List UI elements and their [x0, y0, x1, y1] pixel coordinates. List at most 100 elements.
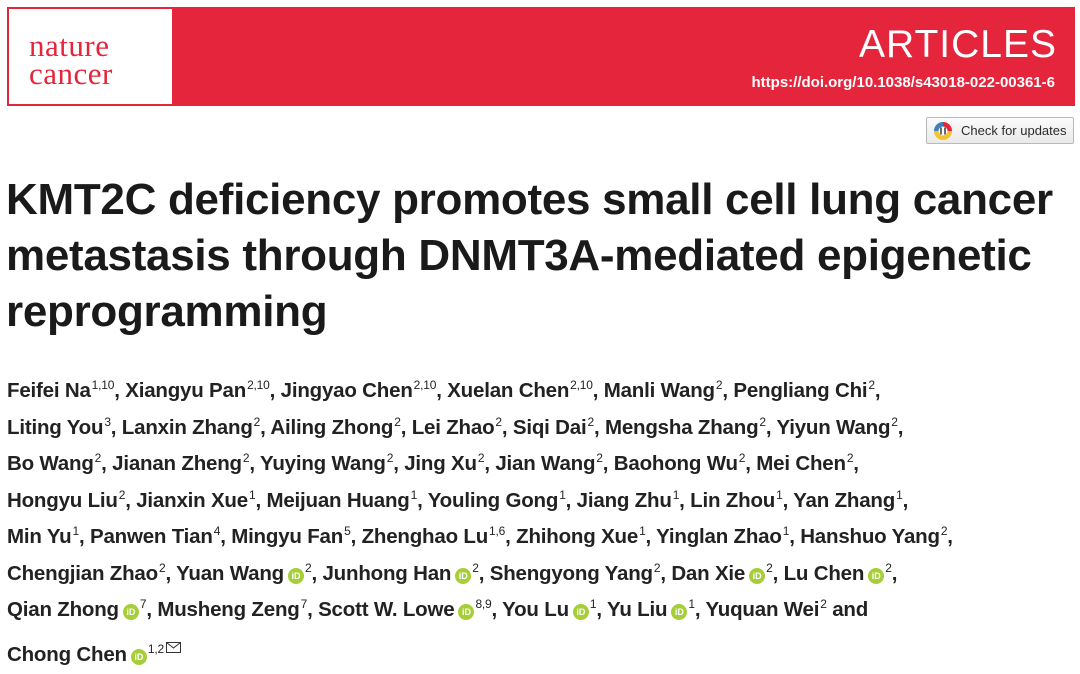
affiliation-marker: 2	[846, 451, 854, 465]
author-name: Mei Chen	[756, 452, 846, 475]
author[interactable]: Lanxin Zhang2	[121, 414, 261, 439]
author-separator: ,	[765, 415, 777, 439]
affiliation-marker: 1	[672, 487, 680, 502]
author[interactable]: Yuquan Wei2	[705, 597, 827, 621]
orcid-icon[interactable]: iD	[572, 604, 589, 620]
author[interactable]: Zhihong Xue1	[516, 524, 646, 548]
orcid-icon[interactable]: iD	[749, 567, 766, 584]
author[interactable]: Shengyong Yang2	[490, 560, 661, 585]
author-name: Baohong Wu	[613, 452, 738, 475]
doi-link[interactable]: https://doi.org/10.1038/s43018-022-00361…	[751, 74, 1056, 91]
author-separator: ,	[722, 379, 734, 402]
author[interactable]: Jingyao Chen2,10	[280, 378, 437, 402]
author[interactable]: Liting You3	[7, 415, 111, 439]
author[interactable]: Chengjian Zhao2	[7, 560, 166, 585]
affiliation-marker: 1	[776, 487, 783, 502]
author[interactable]: Baohong Wu2	[613, 451, 746, 475]
author-separator: ,	[249, 452, 260, 475]
author-name: Xiangyu Pan	[125, 379, 247, 402]
author-name: Qian Zhong	[7, 598, 119, 621]
affiliation-marker: 2	[386, 451, 394, 465]
author[interactable]: Hongyu Liu2	[7, 488, 125, 512]
author-separator: ,	[593, 415, 605, 439]
author[interactable]: Jianxin Xue1	[136, 488, 255, 512]
author[interactable]: Youling Gong1	[427, 487, 566, 512]
author-separator: ,	[269, 379, 281, 402]
journal-logo[interactable]: nature cancer	[7, 7, 174, 106]
author[interactable]: Yinglan Zhao1	[656, 524, 789, 548]
author[interactable]: Mei Chen2	[756, 451, 854, 475]
author[interactable]: Dan Xie iD2	[671, 561, 772, 585]
author[interactable]: Musheng Zeng7	[157, 597, 307, 621]
author-separator: ,	[436, 379, 448, 402]
author[interactable]: Scott W. Lowe iD8,9	[318, 597, 492, 621]
author[interactable]: Yuying Wang2	[260, 451, 394, 475]
author[interactable]: Panwen Tian4	[90, 524, 220, 548]
author-name: Lanxin Zhang	[121, 415, 253, 439]
author[interactable]: Bo Wang2	[7, 451, 101, 475]
author[interactable]: Lei Zhao2	[411, 415, 502, 439]
orcid-icon[interactable]: iD	[458, 604, 475, 620]
author[interactable]: Yu Liu iD1	[607, 597, 695, 621]
affiliation-marker: 2	[158, 560, 166, 575]
orcid-icon[interactable]: iD	[671, 604, 688, 620]
author[interactable]: Zhenghao Lu1,6	[362, 524, 506, 548]
author-separator: ,	[596, 598, 608, 621]
author-separator: ,	[491, 598, 503, 621]
author[interactable]: Qian Zhong iD7	[7, 597, 147, 621]
affiliation-marker: 2	[868, 378, 875, 392]
author-name: Lin Zhou	[690, 488, 776, 512]
author[interactable]: Pengliang Chi2	[733, 378, 875, 402]
affiliation-marker: 1	[559, 487, 566, 502]
orcid-icon[interactable]: iD	[130, 648, 147, 665]
author[interactable]: Lu Chen iD2	[784, 561, 892, 585]
author[interactable]: Siqi Dai2	[513, 415, 594, 439]
author-name: Yuan Wang	[176, 561, 284, 585]
author[interactable]: Yan Zhang1	[793, 488, 903, 512]
author[interactable]: Ailing Zhong2	[270, 415, 401, 439]
affiliation-marker: 1	[589, 597, 597, 611]
orcid-icon[interactable]: iD	[287, 567, 304, 584]
affiliation-marker: 2	[653, 560, 661, 575]
email-icon[interactable]	[165, 630, 181, 665]
author[interactable]: Mingyu Fan5	[231, 524, 351, 548]
author-separator: ,	[874, 379, 881, 402]
author[interactable]: Jianan Zheng2	[112, 451, 249, 475]
author[interactable]: Xuelan Chen2,10	[447, 378, 593, 402]
author[interactable]: You Lu iD1	[502, 597, 597, 621]
author[interactable]: Chong Chen iD1,2	[7, 641, 181, 666]
author-separator: ,	[146, 598, 158, 621]
author[interactable]: Xiangyu Pan2,10	[125, 378, 270, 402]
author[interactable]: Yuan Wang iD2	[176, 561, 312, 585]
author[interactable]: Jing Xu2	[404, 451, 484, 475]
author[interactable]: Junhong Han iD2	[322, 561, 478, 585]
author[interactable]: Meijuan Huang1	[266, 488, 417, 512]
author[interactable]: Min Yu1	[7, 524, 79, 548]
author-separator: ,	[501, 415, 513, 439]
author-name: Jingyao Chen	[280, 379, 413, 402]
author[interactable]: Mengsha Zhang2	[605, 415, 766, 439]
orcid-icon[interactable]: iD	[455, 567, 472, 584]
affiliation-marker: 1	[72, 524, 79, 538]
author-name: Liting You	[7, 415, 104, 439]
author[interactable]: Lin Zhou1	[690, 487, 783, 512]
orcid-icon[interactable]: iD	[868, 567, 885, 584]
author-name: Bo Wang	[7, 452, 94, 475]
author-separator: ,	[165, 561, 177, 585]
author-separator: ,	[897, 415, 904, 439]
author-name: Meijuan Huang	[266, 488, 410, 512]
author-separator: ,	[255, 488, 267, 512]
author-name: Lei Zhao	[411, 415, 495, 439]
author[interactable]: Hanshuo Yang2	[800, 524, 947, 548]
author-separator: ,	[350, 525, 362, 548]
orcid-icon[interactable]: iD	[122, 604, 139, 620]
affiliation-marker: 2	[253, 414, 261, 429]
author[interactable]: Feifei Na1,10	[7, 378, 114, 402]
author[interactable]: Manli Wang2	[604, 378, 723, 402]
check-for-updates-button[interactable]: Check for updates	[926, 117, 1074, 144]
author-name: Youling Gong	[427, 488, 559, 512]
author[interactable]: Jiang Zhu1	[577, 487, 680, 512]
author[interactable]: Yiyun Wang2	[777, 415, 898, 439]
author-name: Chong Chen	[7, 642, 127, 666]
author[interactable]: Jian Wang2	[495, 451, 603, 475]
